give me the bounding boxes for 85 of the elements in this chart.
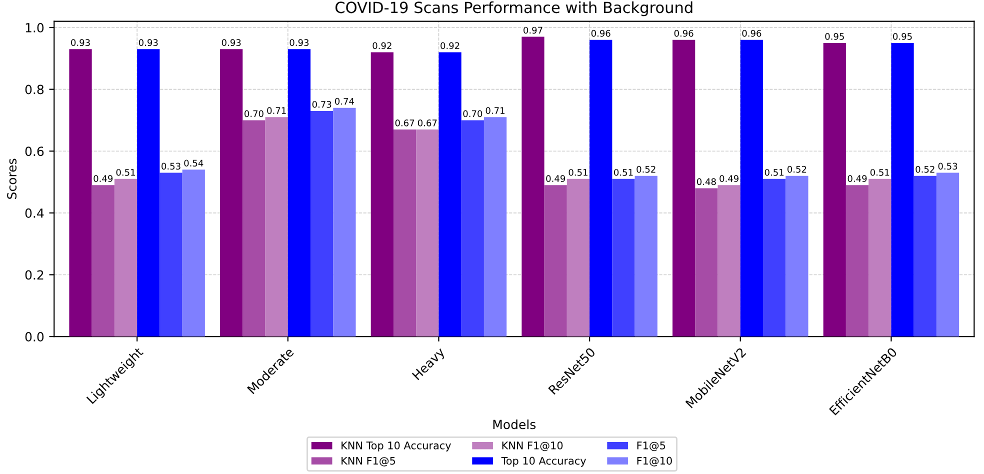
bar (634, 176, 658, 337)
legend-label: F1@10 (637, 456, 672, 466)
data-label: 0.92 (440, 42, 460, 50)
data-label: 0.97 (524, 26, 542, 34)
data-label: 0.51 (568, 168, 588, 176)
data-label: 0.70 (463, 110, 482, 118)
chart-title: COVID-19 Scans Performance with Background (336, 1, 692, 16)
bar (182, 170, 205, 337)
data-label: 0.73 (312, 100, 332, 108)
data-label: 0.48 (696, 178, 716, 186)
data-label: 0.49 (546, 175, 566, 182)
bar (566, 178, 590, 337)
y-tick-label: 0.2 (25, 270, 44, 280)
bar (891, 42, 914, 337)
bar (718, 185, 740, 337)
data-label: 0.51 (116, 168, 135, 176)
bar (612, 178, 635, 337)
legend-label: KNN Top 10 Accuracy (342, 442, 451, 452)
bar (786, 176, 808, 337)
data-label: 0.52 (916, 166, 934, 173)
bar (416, 129, 439, 337)
data-label: 0.93 (71, 39, 90, 46)
bar (461, 120, 484, 337)
y-tick-label: 0.6 (25, 146, 44, 156)
legend-label: KNN F1@5 (342, 456, 396, 466)
data-label: 0.49 (94, 175, 113, 182)
data-label: 0.92 (372, 42, 392, 50)
bar (695, 188, 718, 337)
bar (740, 40, 764, 337)
data-label: 0.51 (764, 168, 784, 176)
y-tick-label: 0.0 (25, 332, 44, 342)
data-label: 0.53 (938, 162, 958, 170)
data-label: 0.71 (486, 107, 505, 114)
bar (114, 178, 138, 337)
data-label: 0.67 (395, 120, 414, 126)
bar (370, 52, 394, 337)
bar (160, 172, 182, 337)
y-tick-label: 1.0 (26, 22, 44, 32)
bar (590, 40, 612, 337)
data-label: 0.54 (184, 160, 204, 167)
data-label: 0.52 (787, 166, 806, 173)
bar (936, 172, 960, 337)
data-label: 0.96 (742, 30, 762, 37)
data-label: 0.96 (591, 30, 610, 37)
bar (220, 49, 243, 337)
data-label: 0.74 (335, 98, 354, 105)
legend-label: Top 10 Accuracy (501, 456, 586, 467)
bar (914, 176, 936, 337)
bar (544, 185, 567, 337)
bar (333, 108, 356, 337)
y-axis-title: Scores (7, 158, 17, 199)
data-label: 0.95 (825, 32, 844, 40)
bar (522, 36, 544, 337)
data-label: 0.93 (138, 39, 158, 46)
bar (823, 42, 846, 337)
bar (288, 49, 311, 337)
y-tick-label: 0.8 (25, 84, 44, 94)
x-axis-title: Models (493, 419, 536, 430)
bar (242, 120, 266, 337)
data-label: 0.49 (848, 175, 867, 182)
data-label: 0.70 (244, 110, 264, 118)
data-label: 0.71 (267, 107, 286, 114)
data-label: 0.51 (614, 168, 633, 176)
legend-label: KNN F1@10 (502, 442, 563, 452)
data-label: 0.53 (162, 162, 180, 170)
data-label: 0.67 (418, 120, 437, 126)
bar (846, 185, 869, 337)
bar (672, 40, 696, 337)
bar (310, 110, 334, 337)
bar (763, 178, 786, 337)
data-label: 0.93 (290, 39, 309, 46)
data-label: 0.49 (720, 175, 738, 182)
y-tick-label: 0.4 (25, 208, 44, 218)
legend-label: F1@5 (637, 442, 666, 452)
bar (438, 52, 462, 337)
data-label: 0.95 (893, 32, 912, 40)
data-label: 0.96 (674, 30, 694, 37)
bar (393, 129, 416, 337)
bar (868, 178, 892, 337)
data-label: 0.93 (222, 39, 241, 46)
data-label: 0.52 (636, 166, 656, 173)
data-label: 0.51 (870, 168, 890, 176)
bar (137, 49, 160, 337)
bar (69, 49, 92, 337)
bar (92, 185, 114, 337)
